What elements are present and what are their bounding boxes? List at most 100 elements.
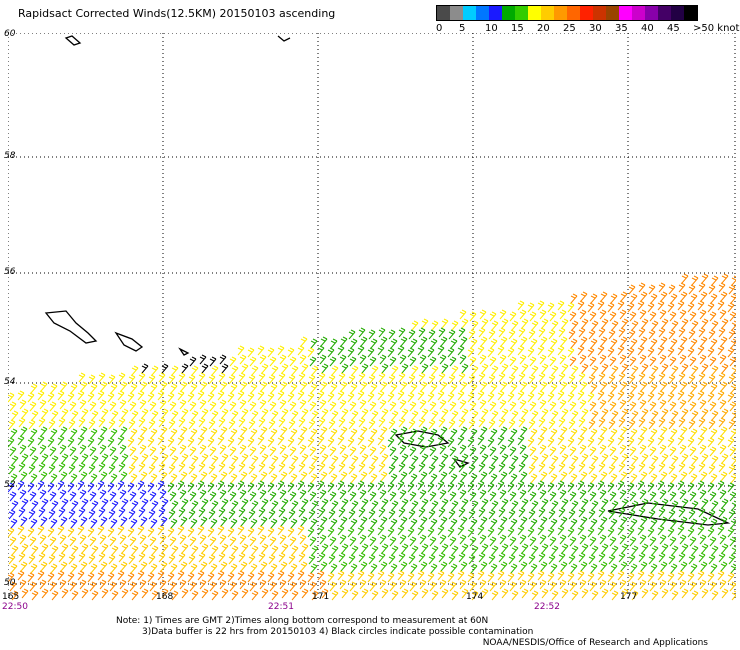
wind-barb — [647, 302, 655, 313]
wind-barb — [530, 473, 538, 484]
wind-barb — [491, 455, 499, 466]
wind-barb — [670, 293, 678, 304]
wind-barb — [90, 473, 98, 484]
wind-barb — [638, 282, 646, 293]
wind-barb — [310, 428, 318, 439]
wind-barb — [129, 491, 137, 502]
wind-barb — [331, 455, 339, 466]
wind-barb — [351, 365, 359, 376]
wind-barb — [100, 471, 108, 482]
wind-barb — [560, 381, 568, 392]
wind-barb — [71, 500, 79, 511]
wind-barb — [177, 480, 185, 491]
legend-swatch — [580, 6, 593, 20]
wind-barb — [268, 374, 276, 385]
wind-barb — [110, 518, 118, 529]
wind-barb — [581, 363, 589, 374]
wind-barb — [697, 570, 705, 581]
wind-barb — [81, 498, 89, 509]
wind-barb — [81, 453, 89, 464]
wind-barb — [157, 525, 165, 536]
wind-barb — [597, 480, 605, 491]
wind-barb — [660, 336, 668, 347]
legend-swatch — [554, 6, 567, 20]
wind-barb — [107, 392, 115, 403]
wind-barb — [589, 491, 597, 502]
wind-barb — [187, 482, 195, 493]
wind-barb — [517, 525, 525, 536]
wind-barb — [130, 563, 138, 574]
wind-barb — [459, 309, 467, 320]
wind-barb — [181, 408, 189, 419]
wind-barb — [727, 437, 735, 448]
wind-barb — [600, 291, 608, 302]
wind-barb — [368, 374, 376, 385]
wind-barb — [340, 336, 348, 347]
wind-barb — [189, 356, 197, 367]
wind-barb — [637, 435, 645, 446]
wind-barb — [191, 455, 199, 466]
wind-barb — [327, 482, 335, 493]
wind-barb — [511, 590, 519, 601]
wind-barb — [459, 354, 467, 365]
wind-barb — [71, 545, 79, 556]
wind-barb — [499, 399, 507, 410]
wind-barb — [567, 572, 575, 583]
wind-barb — [171, 545, 179, 556]
wind-barb — [570, 338, 578, 349]
wind-barb — [578, 327, 586, 338]
wind-barb — [698, 462, 706, 473]
wind-barb — [679, 309, 687, 320]
wind-barb — [340, 381, 348, 392]
wind-barb — [131, 455, 139, 466]
wind-barb — [701, 588, 709, 599]
wind-barb — [457, 390, 465, 401]
wind-barb — [197, 525, 205, 536]
wind-barb — [388, 554, 396, 565]
wind-barb — [361, 498, 369, 509]
wind-barb — [571, 455, 579, 466]
wind-barb — [478, 507, 486, 518]
wind-barb — [518, 552, 526, 563]
wind-barb — [520, 561, 528, 572]
wind-barb — [277, 435, 285, 446]
wind-barb — [559, 309, 567, 320]
wind-barb — [247, 527, 255, 538]
wind-barb — [379, 444, 387, 455]
wind-barb — [308, 554, 316, 565]
wind-barb — [287, 527, 295, 538]
wind-barb — [731, 410, 736, 421]
wind-barb — [501, 453, 509, 464]
wind-barb — [150, 383, 158, 394]
wind-barb — [537, 525, 545, 536]
wind-barb — [358, 372, 366, 383]
wind-barb — [559, 579, 567, 590]
wind-barb — [88, 464, 96, 475]
wind-barb — [57, 525, 65, 536]
wind-barb — [57, 570, 65, 581]
wind-barb — [729, 581, 736, 592]
wind-barb — [630, 428, 638, 439]
wind-barb — [360, 516, 368, 527]
wind-barb — [349, 356, 357, 367]
wind-barb — [731, 590, 736, 601]
wind-barb — [621, 588, 629, 599]
wind-barb — [19, 444, 27, 455]
wind-barb — [398, 372, 406, 383]
wind-barb — [208, 554, 216, 565]
wind-barb — [277, 345, 285, 356]
wind-barb — [450, 563, 458, 574]
wind-barb — [439, 444, 447, 455]
wind-barb — [301, 453, 309, 464]
wind-barb — [141, 453, 149, 464]
wind-barb — [169, 446, 177, 457]
wind-barb — [577, 300, 585, 311]
wind-barb — [350, 473, 358, 484]
wind-barb — [280, 426, 288, 437]
wind-barb — [127, 527, 135, 538]
wind-barb — [528, 419, 536, 430]
wind-barb — [289, 401, 297, 412]
wind-barb — [428, 419, 436, 430]
wind-barb — [418, 552, 426, 563]
wind-barb — [27, 527, 35, 538]
